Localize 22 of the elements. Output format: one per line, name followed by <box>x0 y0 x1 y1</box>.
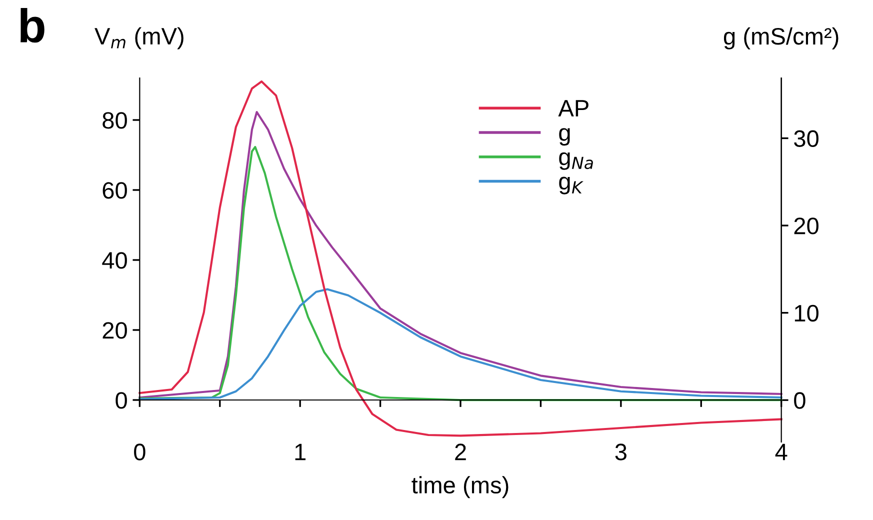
y-tick-label: 20 <box>102 322 127 339</box>
y-axis-title: V$_{m}$ (mV) <box>94 27 184 50</box>
y2-tick-label: 20 <box>794 218 818 234</box>
x-tick-label: 3 <box>615 444 626 460</box>
y2-tick-label: 30 <box>794 130 818 148</box>
y-tick-label: 40 <box>102 252 127 269</box>
text: b <box>20 8 44 43</box>
x-tick-label: 1 <box>295 444 306 460</box>
y2-tick-label: 0 <box>794 392 806 409</box>
legend-label: AP <box>558 100 588 116</box>
y-tick-label: 0 <box>116 392 127 409</box>
y-tick-label: 60 <box>102 182 127 199</box>
legend-label: g <box>559 128 570 146</box>
x-axis-title: time (ms) <box>412 476 508 498</box>
y2-tick-label: 10 <box>794 304 818 322</box>
y2-axis-title: g (mS/cm²) <box>724 27 838 50</box>
x-tick-label: 0 <box>134 444 146 460</box>
legend-label: g$_{K}$ <box>559 176 584 194</box>
legend-label: g$_{Na}$ <box>559 152 593 170</box>
x-tick-label: 2 <box>455 444 466 460</box>
x-tick-label: 4 <box>775 444 788 460</box>
y-tick-label: 80 <box>102 112 127 129</box>
